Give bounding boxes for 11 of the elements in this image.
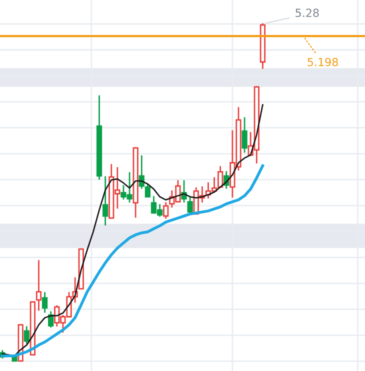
text: 5.198 bbox=[308, 58, 338, 66]
candlestick bbox=[218, 166, 224, 188]
candlestick bbox=[242, 117, 248, 153]
candlestick bbox=[102, 176, 108, 226]
candlestick bbox=[24, 326, 30, 344]
candlestick bbox=[187, 197, 193, 214]
candlestick bbox=[163, 202, 169, 219]
candlestick bbox=[42, 292, 48, 313]
text: 5.28 bbox=[296, 8, 319, 18]
candlestick bbox=[36, 260, 42, 311]
candlestick bbox=[144, 184, 151, 198]
